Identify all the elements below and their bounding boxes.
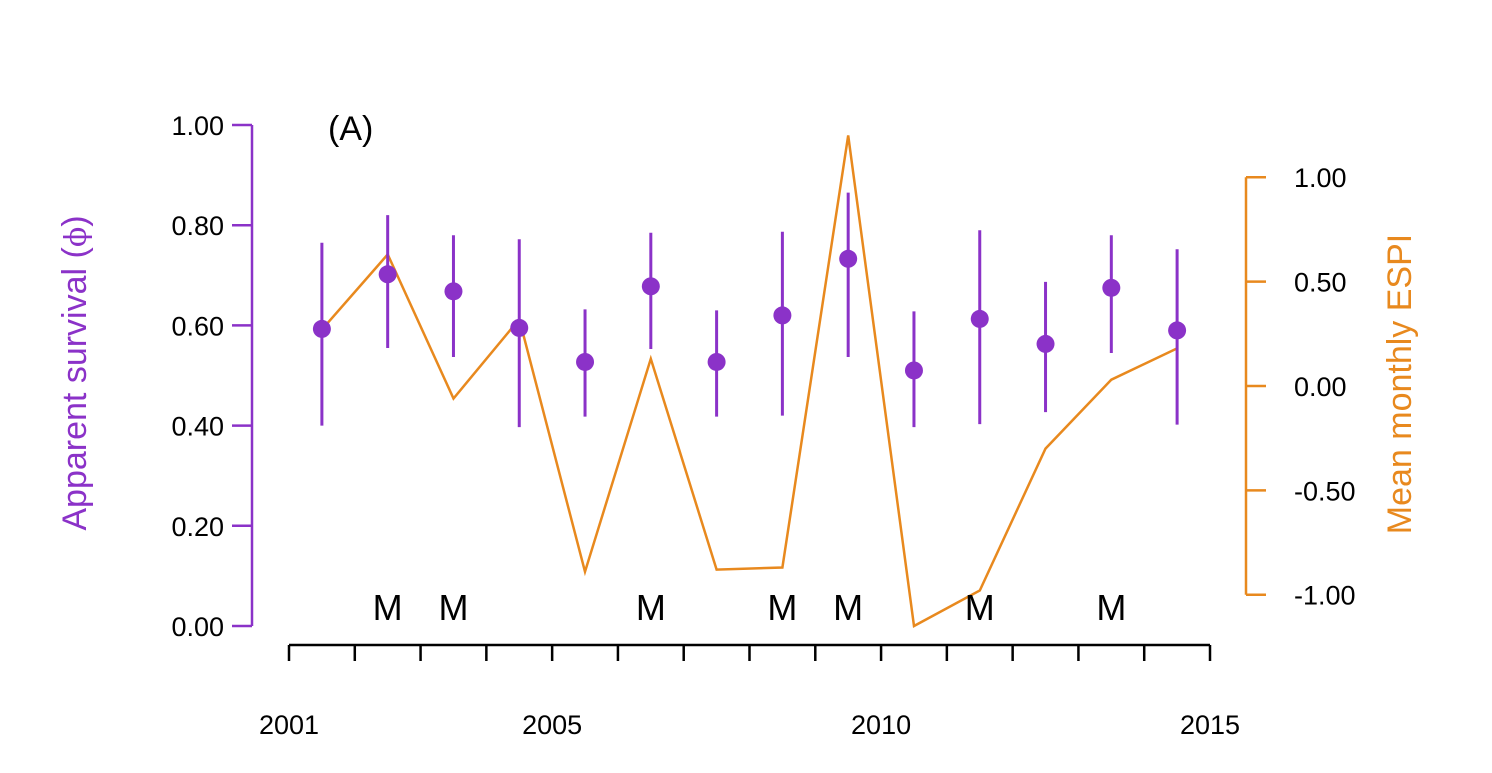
survival-point-1 bbox=[378, 265, 397, 284]
left-tick-label-1: 0.20 bbox=[171, 512, 224, 542]
right-tick-label-1: -0.50 bbox=[1294, 476, 1356, 506]
left-axis-title: Apparent survival (ϕ) bbox=[56, 215, 94, 530]
m-marker-5: M bbox=[965, 587, 995, 628]
left-tick-label-3: 0.60 bbox=[171, 311, 224, 341]
right-tick-label-0: -1.00 bbox=[1294, 581, 1356, 611]
right-tick-label-2: 0.00 bbox=[1294, 372, 1347, 402]
m-marker-1: M bbox=[438, 587, 468, 628]
left-tick-label-5: 1.00 bbox=[171, 111, 224, 141]
right-tick-label-4: 1.00 bbox=[1294, 163, 1347, 193]
survival-point-5 bbox=[641, 277, 660, 296]
left-tick-label-4: 0.80 bbox=[171, 211, 224, 241]
survival-point-3 bbox=[510, 318, 529, 337]
right-axis-title: Mean monthly ESPI bbox=[1381, 234, 1419, 534]
m-marker-2: M bbox=[636, 587, 666, 628]
espi-series bbox=[320, 135, 1178, 628]
survival-point-2 bbox=[444, 282, 463, 301]
left-tick-label-2: 0.40 bbox=[171, 412, 224, 442]
m-marker-6: M bbox=[1096, 587, 1126, 628]
right-tick-label-3: 0.50 bbox=[1294, 268, 1347, 298]
m-marker-3: M bbox=[767, 587, 797, 628]
x-tick-label-1: 2005 bbox=[522, 710, 582, 740]
right-axis: -1.00 -0.50 0.00 0.50 1.00 bbox=[1244, 163, 1356, 611]
x-tick-label-2: 2010 bbox=[851, 710, 911, 740]
phi-symbol: ϕ bbox=[59, 227, 94, 247]
survival-point-7 bbox=[773, 306, 792, 325]
survival-point-6 bbox=[707, 352, 726, 371]
survival-point-0 bbox=[312, 319, 331, 338]
survival-point-4 bbox=[576, 352, 595, 371]
espi-line bbox=[320, 135, 1178, 628]
left-axis: 0.00 0.20 0.40 0.60 0.80 1.00 bbox=[171, 111, 254, 642]
survival-point-10 bbox=[970, 309, 989, 328]
survival-series bbox=[312, 192, 1187, 428]
x-axis: 2001 2005 2010 2015 bbox=[259, 643, 1240, 740]
survival-point-12 bbox=[1102, 278, 1121, 297]
survival-point-8 bbox=[839, 249, 858, 268]
left-tick-label-0: 0.00 bbox=[171, 612, 224, 642]
survival-point-11 bbox=[1036, 334, 1055, 353]
x-tick-label-0: 2001 bbox=[259, 710, 319, 740]
m-marker-4: M bbox=[833, 587, 863, 628]
m-marker-0: M bbox=[373, 587, 403, 628]
survival-point-9 bbox=[904, 361, 923, 380]
panel-label: (A) bbox=[328, 110, 373, 148]
x-tick-label-3: 2015 bbox=[1180, 710, 1240, 740]
survival-point-13 bbox=[1168, 321, 1187, 340]
